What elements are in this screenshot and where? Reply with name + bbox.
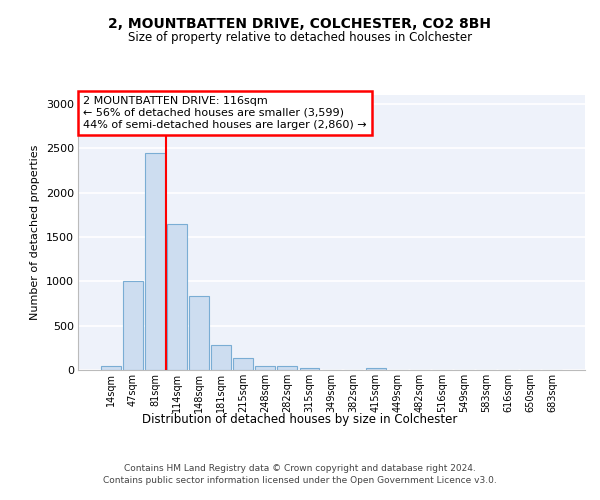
Text: Contains public sector information licensed under the Open Government Licence v3: Contains public sector information licen…	[103, 476, 497, 485]
Bar	[189, 296, 209, 370]
Text: 2, MOUNTBATTEN DRIVE, COLCHESTER, CO2 8BH: 2, MOUNTBATTEN DRIVE, COLCHESTER, CO2 8B…	[109, 18, 491, 32]
Bar	[277, 366, 298, 370]
Bar	[299, 368, 319, 370]
Bar	[167, 224, 187, 370]
Text: Contains HM Land Registry data © Crown copyright and database right 2024.: Contains HM Land Registry data © Crown c…	[124, 464, 476, 473]
Bar	[256, 366, 275, 370]
Text: Distribution of detached houses by size in Colchester: Distribution of detached houses by size …	[142, 412, 458, 426]
Bar	[101, 366, 121, 370]
Text: Size of property relative to detached houses in Colchester: Size of property relative to detached ho…	[128, 31, 472, 44]
Bar	[365, 368, 386, 370]
Bar	[233, 358, 253, 370]
Y-axis label: Number of detached properties: Number of detached properties	[30, 145, 40, 320]
Text: 2 MOUNTBATTEN DRIVE: 116sqm
← 56% of detached houses are smaller (3,599)
44% of : 2 MOUNTBATTEN DRIVE: 116sqm ← 56% of det…	[83, 96, 367, 130]
Bar	[145, 152, 165, 370]
Bar	[123, 282, 143, 370]
Bar	[211, 345, 231, 370]
